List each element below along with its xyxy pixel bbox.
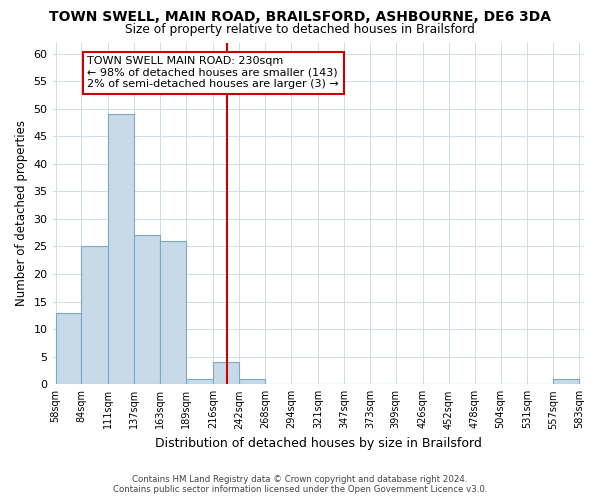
Bar [134, 236, 160, 384]
Y-axis label: Number of detached properties: Number of detached properties [15, 120, 28, 306]
X-axis label: Distribution of detached houses by size in Brailsford: Distribution of detached houses by size … [155, 437, 482, 450]
Text: TOWN SWELL MAIN ROAD: 230sqm
← 98% of detached houses are smaller (143)
2% of se: TOWN SWELL MAIN ROAD: 230sqm ← 98% of de… [88, 56, 339, 90]
Bar [56, 312, 82, 384]
Text: TOWN SWELL, MAIN ROAD, BRAILSFORD, ASHBOURNE, DE6 3DA: TOWN SWELL, MAIN ROAD, BRAILSFORD, ASHBO… [49, 10, 551, 24]
Bar [553, 379, 580, 384]
Bar [160, 241, 186, 384]
Bar [186, 379, 213, 384]
Text: Size of property relative to detached houses in Brailsford: Size of property relative to detached ho… [125, 22, 475, 36]
Bar [109, 114, 134, 384]
Bar [239, 379, 265, 384]
Text: Contains HM Land Registry data © Crown copyright and database right 2024.
Contai: Contains HM Land Registry data © Crown c… [113, 474, 487, 494]
Bar [213, 362, 239, 384]
Bar [82, 246, 109, 384]
